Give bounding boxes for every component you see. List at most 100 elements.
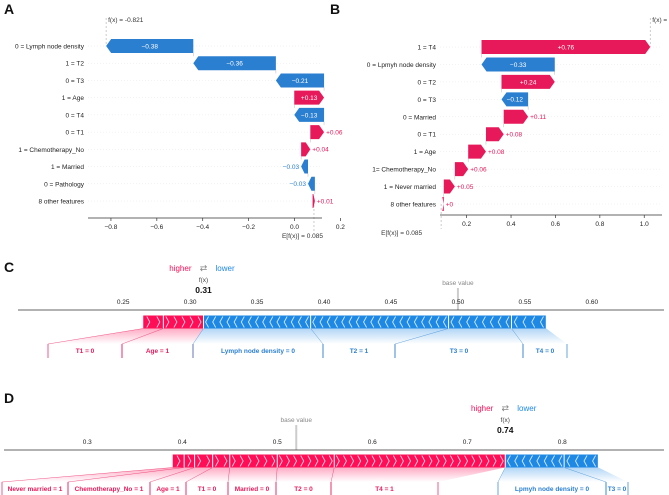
- bar-value-label: +0.11: [530, 114, 546, 121]
- x-tick-label: 0.8: [595, 221, 604, 228]
- bar-chevron: [522, 316, 527, 328]
- bar-chevron: [421, 316, 426, 328]
- x-tick-label: 0.4: [178, 439, 187, 446]
- bar-chevron: [283, 316, 288, 328]
- waterfall-bar: [301, 142, 311, 157]
- bar-chevron: [464, 455, 469, 467]
- force-bar-positive: [229, 454, 278, 468]
- bar-chevron: [165, 316, 170, 328]
- legend-lower: lower: [517, 404, 536, 413]
- bar-chevron: [406, 316, 411, 328]
- label-leader: [330, 467, 335, 483]
- waterfall-bar: [106, 39, 194, 53]
- bar-chevron: [474, 316, 478, 328]
- bar-value-label: +0.08: [506, 132, 523, 139]
- panel-letter-b: B: [330, 1, 340, 17]
- bar-chevron: [233, 316, 238, 328]
- waterfall-bar: [481, 57, 555, 72]
- force-plot-d: higher ⇄ lower f(x)0.74 base value 0.3 0.4 0.5 0…: [1, 403, 664, 495]
- bar-chevron: [187, 455, 192, 467]
- feature-label: 0 = T1: [418, 132, 437, 139]
- bar-chevron: [219, 316, 224, 328]
- bar-chevron: [335, 455, 340, 467]
- x-tick-label: 0.25: [117, 299, 130, 306]
- feature-label: 1= Chemotherapy_No: [372, 167, 436, 174]
- bar-chevron: [297, 316, 302, 328]
- bar-chevron: [226, 316, 231, 328]
- legend-higher: higher: [169, 264, 192, 273]
- bar-value-label: −0.03: [290, 181, 307, 188]
- force-bar-negative: [310, 315, 449, 329]
- panel-letter-c: C: [4, 259, 14, 275]
- bar-chevron: [350, 455, 355, 467]
- x-tick-label: 0.2: [336, 224, 345, 231]
- bar-value-label: +0.13: [301, 95, 318, 102]
- waterfall-bar: [308, 176, 315, 191]
- bar-chevron: [566, 455, 571, 467]
- feature-label: 1 = Age: [414, 149, 437, 156]
- label-connector: [193, 328, 323, 344]
- bar-chevron: [466, 316, 471, 328]
- bar-chevron: [363, 316, 367, 328]
- feature-label-positive: T4 = 1: [375, 486, 394, 493]
- bar-chevron: [319, 316, 324, 328]
- feature-label: 0 = Lpmyh node density: [367, 62, 437, 69]
- bar-chevron: [247, 316, 252, 328]
- bar-value-label: +0.06: [326, 130, 343, 137]
- feature-label: 0 = T3: [66, 78, 85, 85]
- x-tick-label: 0.7: [463, 439, 472, 446]
- label-leader: [67, 467, 185, 483]
- x-tick-label: 0.45: [385, 299, 398, 306]
- bar-chevron: [521, 455, 526, 467]
- bar-chevron: [450, 316, 455, 328]
- bar-chevron: [414, 455, 419, 467]
- expected-value-label: E[f(x)] = 0.085: [381, 230, 422, 237]
- force-plot-c: higher ⇄ lower f(x)0.31 base value 0.25 0.30 0.…: [18, 263, 664, 358]
- label-connector: [68, 467, 195, 482]
- force-bar-negative: [203, 315, 311, 329]
- bar-value-label: −0.21: [292, 78, 309, 85]
- bar-chevron: [413, 316, 418, 328]
- waterfall-bar: [501, 92, 529, 107]
- bar-chevron: [197, 455, 202, 467]
- feature-label: 1 = Chemotherapy_No: [18, 147, 84, 154]
- force-bar-positive: [184, 454, 195, 468]
- bar-chevron: [212, 316, 217, 328]
- waterfall-bar: [501, 74, 555, 89]
- bar-chevron: [293, 455, 298, 467]
- feature-label: 1 = Never married: [384, 184, 437, 191]
- x-tick-label: 0.6: [368, 439, 377, 446]
- label-connector: [276, 467, 335, 482]
- bar-chevron: [449, 455, 454, 467]
- bar-value-label: +0.76: [558, 44, 575, 51]
- feature-label: 8 other features: [390, 202, 436, 209]
- bar-value-label: +0.05: [457, 184, 474, 191]
- bar-value-label: −0.38: [141, 43, 158, 50]
- bar-chevron: [499, 455, 504, 467]
- bar-value-label: −0.36: [226, 61, 243, 68]
- x-tick-label: 0.30: [184, 299, 197, 306]
- label-connector: [395, 328, 523, 344]
- force-bar-negative: [448, 315, 512, 329]
- fx-label: f(x) = 1.027: [652, 17, 669, 24]
- label-connector: [48, 328, 164, 344]
- bar-chevron: [263, 455, 268, 467]
- bar-chevron: [551, 455, 556, 467]
- bar-chevron: [481, 316, 486, 328]
- bar-chevron: [326, 316, 331, 328]
- feature-label-negative: T3 = 0: [450, 348, 469, 355]
- bar-chevron: [539, 316, 544, 328]
- force-bar-positive: [172, 454, 185, 468]
- feature-label-negative: Lymph node density = 0: [221, 348, 295, 355]
- waterfall-bar: [481, 40, 651, 54]
- bar-chevron: [399, 316, 404, 328]
- bar-value-label: +0.01: [317, 198, 334, 205]
- feature-label: 1 = Married: [51, 164, 84, 171]
- waterfall-bar: [193, 56, 276, 71]
- force-bar-positive: [334, 454, 506, 468]
- label-leader: [1, 467, 173, 483]
- bar-chevron: [305, 316, 309, 328]
- label-connector: [331, 467, 506, 482]
- label-leader: [227, 467, 230, 483]
